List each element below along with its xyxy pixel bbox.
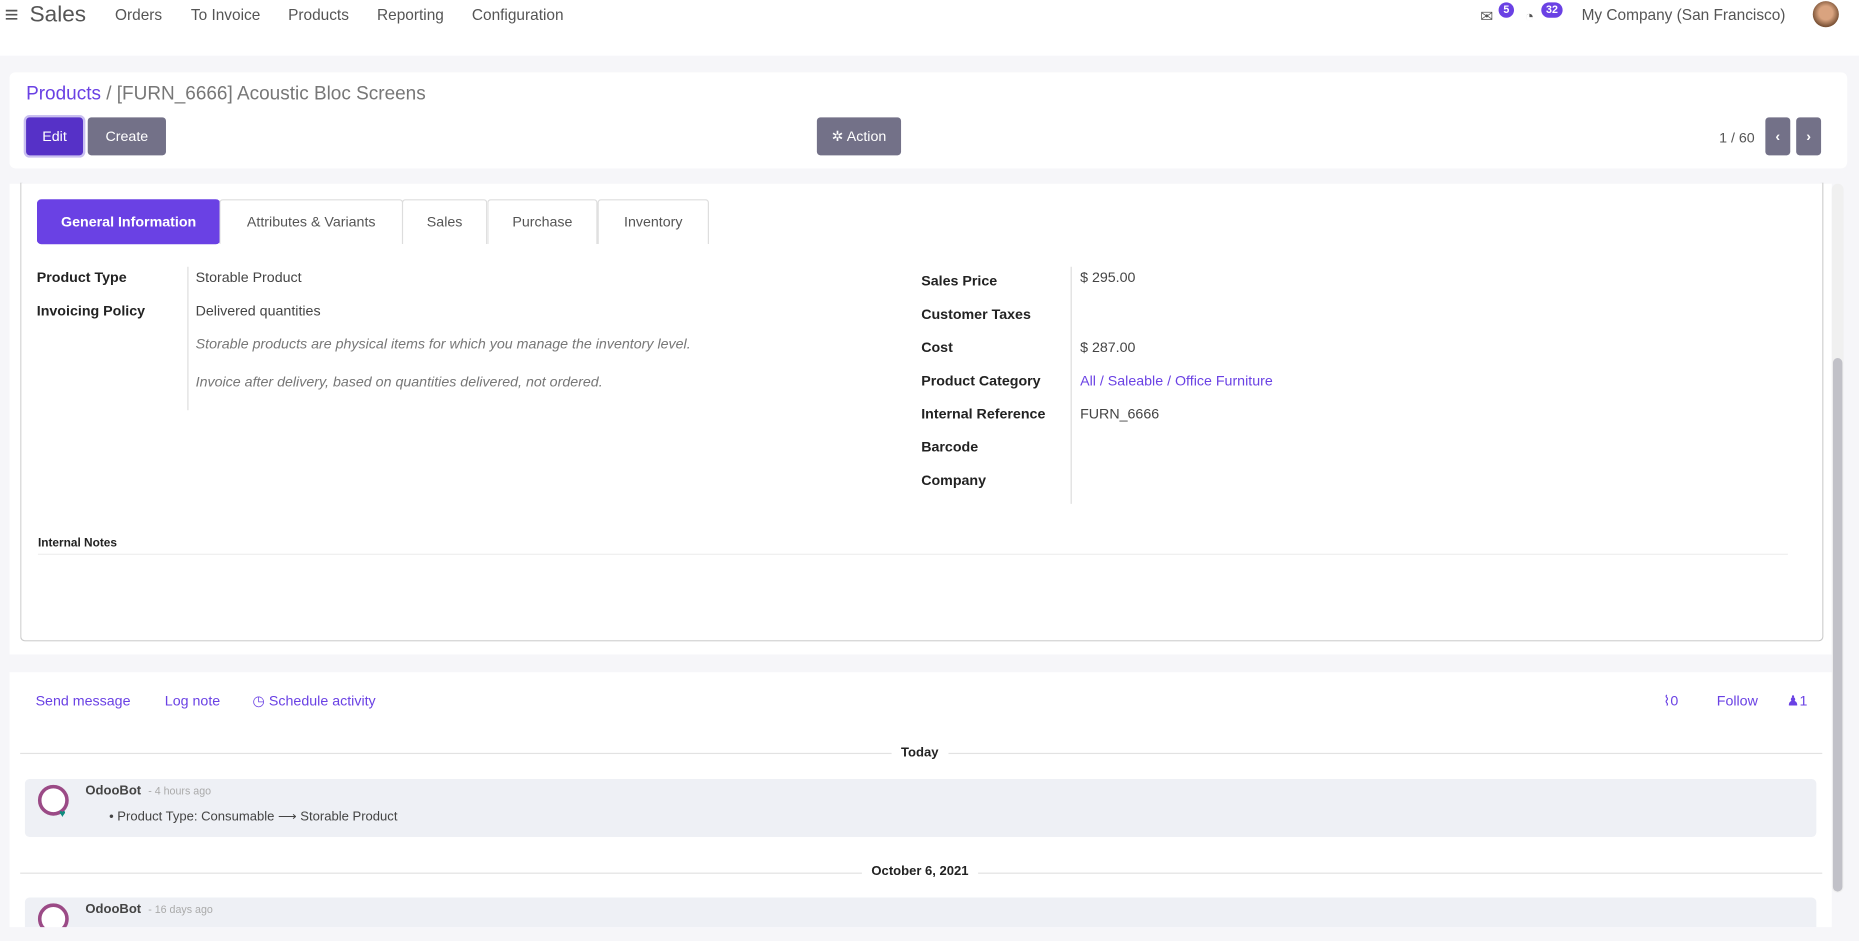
- cost-field[interactable]: $ 287.00: [1080, 339, 1136, 356]
- control-panel: Products / [FURN_6666] Acoustic Bloc Scr…: [9, 72, 1848, 169]
- followers-count: 1: [1799, 692, 1808, 709]
- online-heart-icon: ♥: [59, 807, 66, 820]
- sales-price-field[interactable]: $ 295.00: [1080, 269, 1136, 286]
- tab-attributes-variants[interactable]: Attributes & Variants: [219, 199, 404, 245]
- divider: [1070, 266, 1072, 504]
- tab-sales[interactable]: Sales: [401, 199, 488, 245]
- breadcrumb-products[interactable]: Products: [26, 84, 101, 105]
- clock-icon: ◷: [252, 692, 269, 709]
- invoicing-policy-field[interactable]: Delivered quantities: [195, 302, 321, 319]
- message-time: - 4 hours ago: [148, 784, 212, 797]
- app-name[interactable]: Sales: [29, 2, 86, 28]
- form-view: [9, 182, 1832, 655]
- activities-clock-icon[interactable]: ◔: [1524, 7, 1535, 25]
- tab-general-information[interactable]: General Information: [36, 199, 221, 245]
- edit-button[interactable]: Edit: [26, 117, 83, 156]
- menu-products[interactable]: Products: [288, 5, 349, 24]
- schedule-activity-label: Schedule activity: [268, 692, 376, 709]
- menu-to-invoice[interactable]: To Invoice: [190, 5, 261, 24]
- messages-icon[interactable]: ✉: [1480, 7, 1494, 25]
- pager-next-button[interactable]: ›: [1796, 117, 1822, 156]
- sales-price-label: Sales Price: [921, 272, 998, 290]
- schedule-activity-button[interactable]: ◷ Schedule activity: [253, 692, 376, 709]
- activities-badge: 32: [1541, 2, 1563, 18]
- apps-menu-icon[interactable]: ≡: [4, 2, 19, 29]
- pager-previous-button[interactable]: ‹: [1765, 117, 1791, 156]
- create-button[interactable]: Create: [87, 117, 166, 156]
- tracking-value: • Product Type: Consumable ⟶ Storable Pr…: [109, 809, 398, 824]
- internal-reference-label: Internal Reference: [921, 405, 1046, 423]
- company-label: Company: [921, 471, 987, 489]
- product-type-help: Storable products are physical items for…: [195, 335, 691, 353]
- internal-notes-field[interactable]: [37, 553, 1788, 555]
- breadcrumb: Products / [FURN_6666] Acoustic Bloc Scr…: [26, 84, 426, 105]
- message-time: - 16 days ago: [148, 903, 213, 916]
- menu-orders[interactable]: Orders: [115, 5, 163, 24]
- customer-taxes-label: Customer Taxes: [921, 305, 1031, 323]
- log-note-button[interactable]: Log note: [164, 692, 221, 709]
- attachments-button[interactable]: ⌇0: [1663, 692, 1678, 709]
- top-navbar: ≡ Sales Orders To Invoice Products Repor…: [0, 0, 1859, 56]
- user-icon: ♟: [1786, 692, 1800, 709]
- internal-reference-field[interactable]: FURN_6666: [1080, 405, 1160, 423]
- product-category-label: Product Category: [921, 372, 1041, 389]
- odoobot-avatar: [37, 903, 69, 928]
- date-label: October 6, 2021: [861, 864, 979, 879]
- paperclip-icon: ⌇: [1663, 692, 1671, 709]
- divider: [187, 266, 189, 411]
- gear-icon: ✲: [831, 128, 847, 145]
- product-category-link[interactable]: All / Saleable / Office Furniture: [1080, 372, 1273, 389]
- send-message-button[interactable]: Send message: [35, 692, 131, 709]
- pager-value[interactable]: 1 / 60: [1719, 129, 1755, 146]
- followers-button[interactable]: ♟1: [1787, 692, 1808, 709]
- company-switcher[interactable]: My Company (San Francisco): [1581, 5, 1786, 24]
- tracking-change: Product Type: Consumable ⟶ Storable Prod…: [117, 809, 398, 824]
- invoicing-policy-label: Invoicing Policy: [36, 302, 146, 319]
- scrollbar-thumb[interactable]: [1832, 358, 1843, 892]
- tab-inventory[interactable]: Inventory: [597, 199, 709, 245]
- user-avatar[interactable]: [1812, 1, 1839, 28]
- product-type-label: Product Type: [36, 269, 127, 286]
- product-type-field[interactable]: Storable Product: [195, 269, 302, 286]
- follow-button[interactable]: Follow: [1716, 692, 1758, 709]
- message-author[interactable]: OdooBot: [85, 783, 142, 798]
- message: OdooBot - 16 days ago: [24, 897, 1817, 928]
- message-author[interactable]: OdooBot: [85, 902, 142, 917]
- action-label: Action: [846, 128, 887, 145]
- record-title: [FURN_6666] Acoustic Bloc Screens: [116, 84, 426, 105]
- breadcrumb-separator: /: [106, 84, 112, 105]
- message: ♥ OdooBot - 4 hours ago • Product Type: …: [24, 778, 1817, 838]
- menu-reporting[interactable]: Reporting: [377, 5, 444, 24]
- chatter: Send message Log note ◷ Schedule activit…: [9, 672, 1832, 928]
- attachments-count: 0: [1670, 692, 1679, 709]
- odoobot-avatar: [37, 784, 69, 816]
- cost-label: Cost: [921, 339, 953, 356]
- action-button[interactable]: ✲ Action: [816, 117, 902, 156]
- internal-notes-label: Internal Notes: [37, 537, 118, 551]
- invoicing-policy-help: Invoice after delivery, based on quantit…: [195, 373, 603, 391]
- barcode-label: Barcode: [921, 438, 979, 456]
- scrollbar[interactable]: [1831, 183, 1844, 893]
- menu-configuration[interactable]: Configuration: [471, 5, 564, 24]
- tab-purchase[interactable]: Purchase: [487, 199, 598, 245]
- form-sheet: [20, 182, 1824, 642]
- date-label: Today: [891, 745, 948, 760]
- messages-badge: 5: [1498, 2, 1515, 18]
